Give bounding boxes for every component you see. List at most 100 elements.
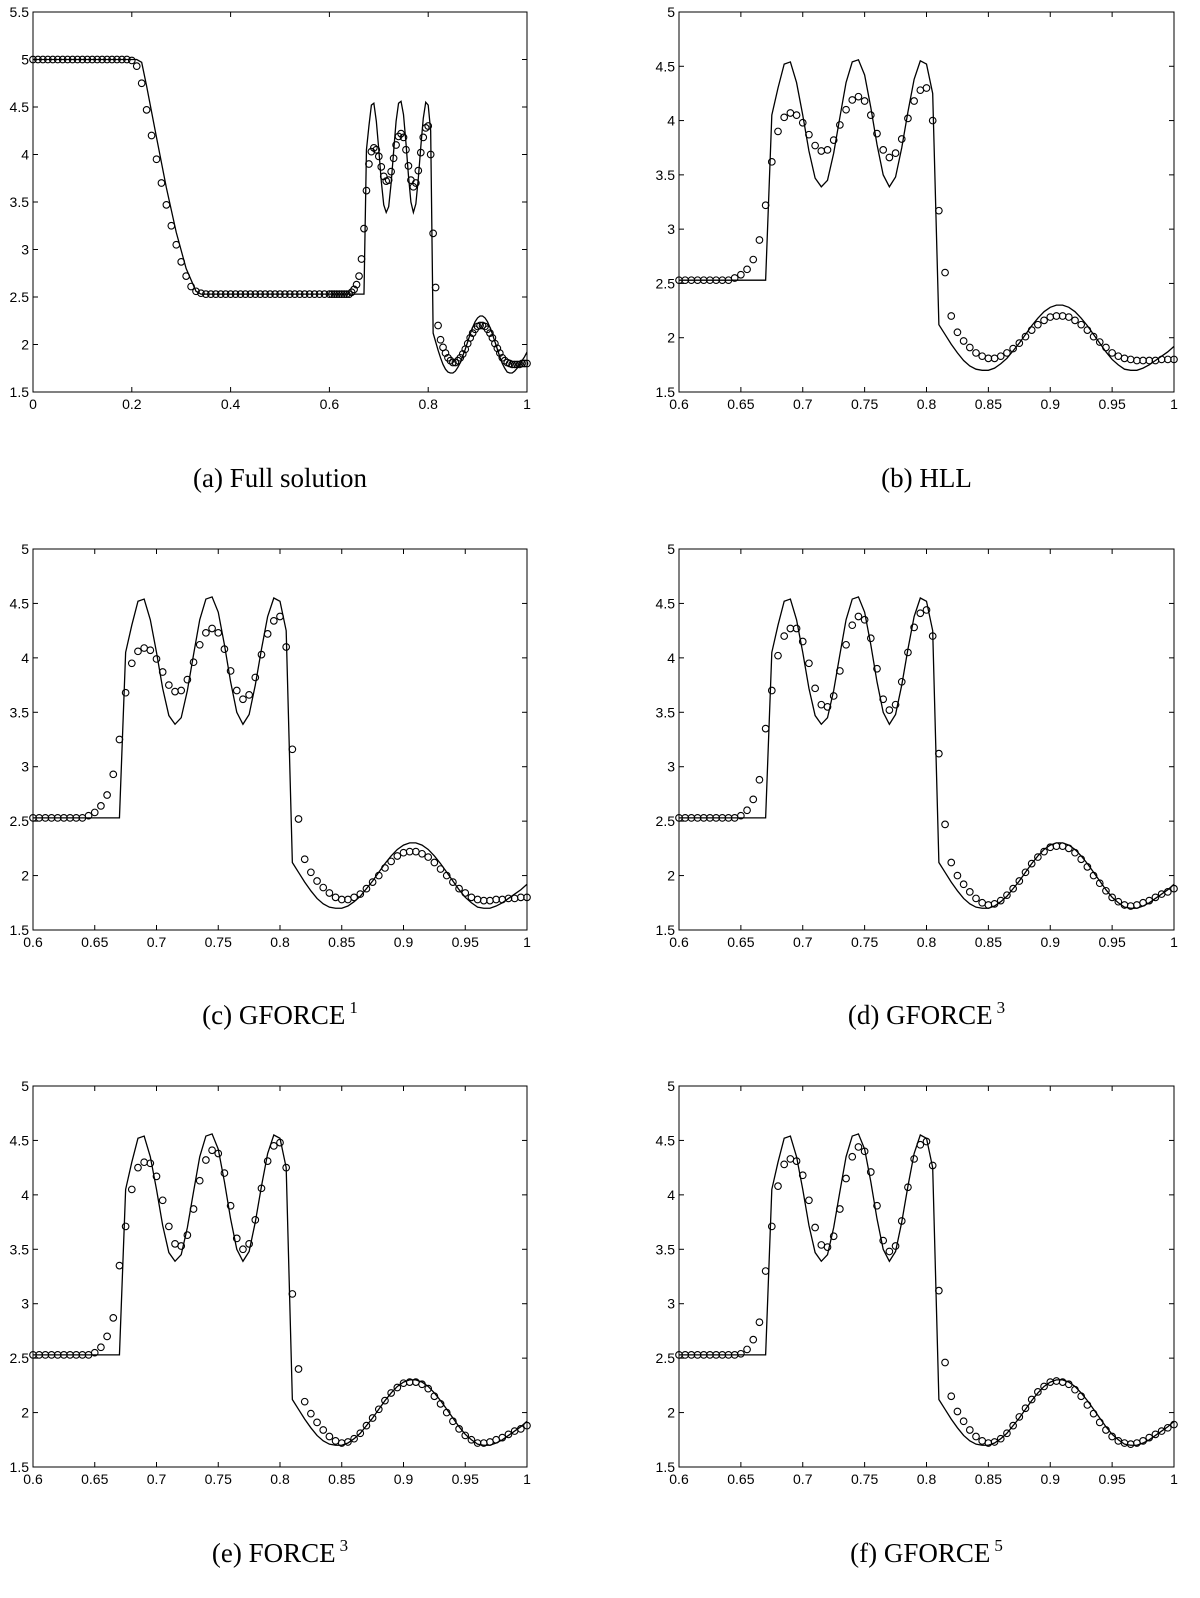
y-tick-label: 3 (667, 221, 675, 237)
caption: (e) FORCE 3 (212, 1536, 348, 1568)
x-tick-label: 0.75 (851, 934, 878, 950)
data-point (1157, 1427, 1166, 1435)
data-point (1021, 868, 1030, 877)
caption: (a) Full solution (193, 463, 367, 493)
data-point (189, 1205, 198, 1213)
data-point (202, 290, 210, 299)
data-point (891, 700, 900, 709)
data-point (241, 290, 250, 299)
x-tick-label: 0.9 (394, 1471, 414, 1487)
data-point (397, 129, 405, 138)
data-point (1015, 1413, 1024, 1421)
y-tick-label: 3.5 (656, 1241, 676, 1257)
data-point (761, 724, 770, 733)
data-point (350, 285, 358, 294)
data-point (449, 358, 457, 367)
data-point (162, 201, 171, 209)
data-point (451, 358, 460, 367)
data-point (300, 1397, 309, 1406)
data-point (442, 871, 451, 880)
data-point (332, 290, 341, 299)
data-point (320, 290, 329, 299)
x-tick-label: 0.6 (669, 934, 689, 950)
data-point (1133, 901, 1141, 909)
data-point (885, 153, 894, 162)
data-point (109, 770, 118, 779)
data-point (1046, 313, 1055, 321)
data-point (257, 1184, 266, 1193)
data-point (202, 1156, 210, 1164)
data-point (1015, 339, 1024, 347)
data-point (355, 272, 363, 280)
data-point (978, 898, 987, 907)
data-point (1108, 349, 1116, 357)
data-point (817, 1241, 826, 1249)
data-point (288, 745, 297, 754)
x-tick-label: 1 (1170, 1471, 1178, 1487)
data-point (518, 359, 526, 368)
caption: (c) GFORCE 1 (202, 998, 358, 1030)
y-tick-label: 5 (667, 1078, 675, 1094)
x-tick-label: 0.85 (328, 934, 355, 950)
data-point (774, 1182, 782, 1190)
data-point (1064, 313, 1073, 321)
data-point (58, 55, 67, 64)
data-point (891, 149, 900, 157)
data-point (1095, 338, 1104, 346)
data-point (737, 1349, 745, 1358)
data-point (928, 1161, 937, 1170)
data-point (134, 647, 142, 656)
data-point (1108, 1432, 1116, 1441)
data-point (384, 176, 393, 184)
axes-frame (32, 1085, 528, 1468)
data-point (214, 628, 223, 637)
data-point (1058, 842, 1067, 851)
data-point (780, 113, 789, 122)
data-point (251, 290, 260, 299)
data-point (152, 655, 161, 663)
data-point (294, 815, 303, 823)
data-point (140, 644, 148, 652)
data-point (88, 55, 97, 64)
data-point (362, 884, 371, 893)
data-point (798, 637, 807, 646)
data-point (504, 1430, 513, 1439)
data-point (486, 896, 494, 905)
data-point (83, 55, 92, 64)
y-tick-label: 2.5 (656, 275, 676, 291)
x-tick-label: 0.8 (917, 396, 937, 412)
data-point (885, 1247, 894, 1256)
data-point (1040, 316, 1048, 325)
y-tick-label: 1.5 (10, 922, 30, 938)
y-tick-label: 1.5 (656, 1459, 676, 1475)
data-point (421, 124, 430, 132)
y-tick-label: 4.5 (10, 99, 30, 115)
data-point (873, 129, 881, 138)
data-point (286, 290, 294, 299)
data-point (953, 1407, 962, 1416)
x-tick-label: 0.65 (727, 396, 754, 412)
data-point (337, 290, 346, 299)
data-point (842, 640, 850, 649)
data-point (271, 290, 279, 299)
x-tick-label: 0.65 (727, 934, 754, 950)
y-tick-label: 3 (21, 1296, 29, 1312)
data-point (158, 1196, 167, 1205)
data-point (461, 889, 470, 897)
data-point (473, 895, 482, 904)
data-point (1040, 1382, 1048, 1391)
data-point (294, 1365, 303, 1373)
data-point (97, 1343, 105, 1352)
data-point (811, 684, 819, 693)
data-point (1077, 320, 1086, 329)
data-point (362, 186, 371, 195)
x-tick-label: 0.7 (793, 396, 813, 412)
x-tick-label: 0.7 (793, 1471, 813, 1487)
y-tick-label: 4 (21, 1187, 29, 1203)
data-point (365, 160, 373, 168)
data-point (372, 145, 381, 154)
data-point (146, 1159, 155, 1168)
data-point (214, 1149, 223, 1158)
data-point (1021, 1404, 1030, 1413)
